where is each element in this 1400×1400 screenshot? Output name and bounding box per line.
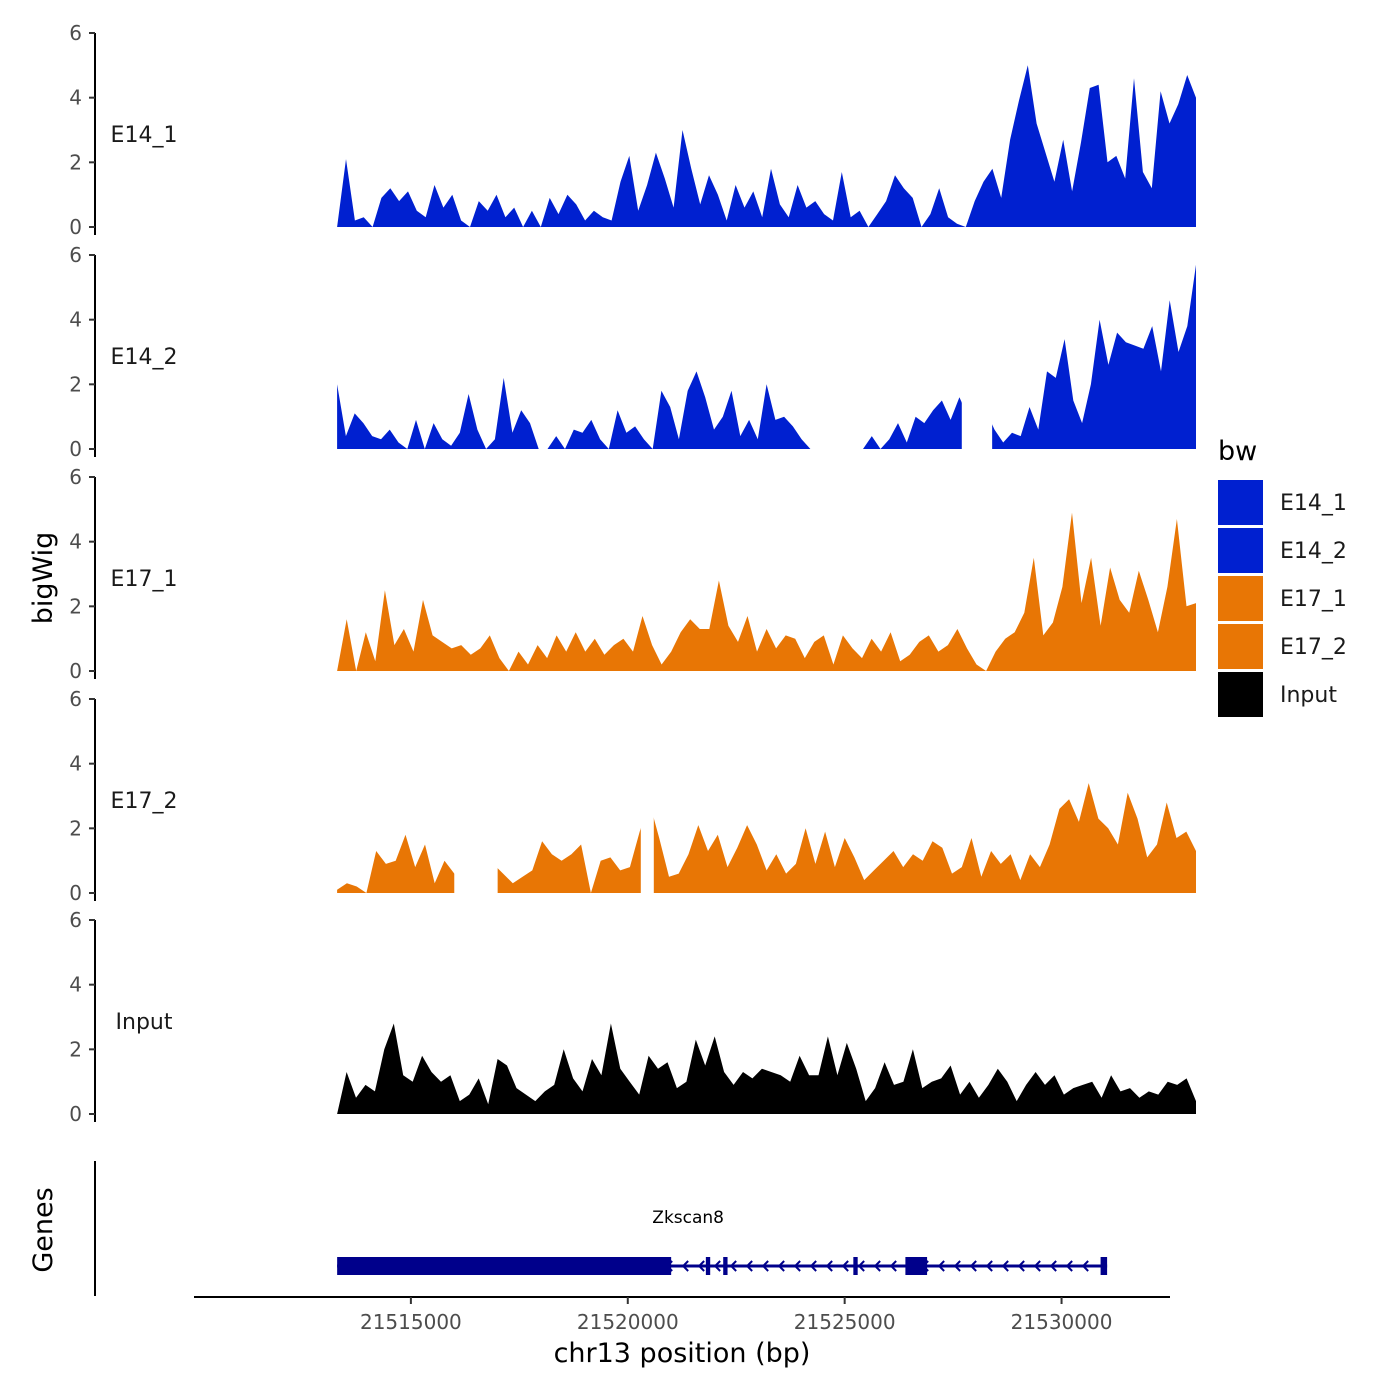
legend-swatch-input bbox=[1218, 672, 1263, 717]
y-tick-label: 6 bbox=[69, 687, 82, 711]
gene-track: Zkscan8 bbox=[337, 1208, 1108, 1275]
y-tick-label: 6 bbox=[69, 21, 82, 45]
x-ticks: 21515000 21520000 21525000 21530000 bbox=[360, 1297, 1112, 1334]
legend: bw E14_1 E14_2 E17_1 E17_2 Input bbox=[1218, 436, 1347, 717]
y-tick-label: 6 bbox=[69, 465, 82, 489]
x-axis-title: chr13 position (bp) bbox=[554, 1338, 811, 1369]
area-e17-2 bbox=[337, 783, 1197, 893]
strand-arrow bbox=[793, 1260, 801, 1272]
gene-exon bbox=[853, 1257, 858, 1275]
y-tick-label: 2 bbox=[69, 372, 82, 396]
y-tick-label: 0 bbox=[69, 215, 82, 239]
gene-name-label: Zkscan8 bbox=[652, 1208, 724, 1228]
area-e14-2 bbox=[337, 264, 1197, 449]
area-e14-1 bbox=[337, 65, 1197, 227]
strand-arrow bbox=[1017, 1260, 1025, 1272]
legend-swatch-e14-1 bbox=[1218, 480, 1263, 525]
legend-items: E14_1 E14_2 E17_1 E17_2 Input bbox=[1218, 480, 1347, 717]
strand-arrow bbox=[809, 1260, 817, 1272]
y-tick-label: 2 bbox=[69, 150, 82, 174]
legend-label-e17-2: E17_2 bbox=[1280, 635, 1347, 660]
strand-arrow bbox=[761, 1260, 769, 1272]
track-label-e14-2: E14_2 bbox=[111, 345, 178, 370]
strand-arrow bbox=[985, 1260, 993, 1272]
track-e17-1: 0 2 4 6 E17_1 bbox=[69, 465, 1197, 683]
track-label-e17-1: E17_1 bbox=[111, 567, 178, 592]
gene-exon bbox=[905, 1257, 928, 1275]
strand-arrow bbox=[777, 1260, 785, 1272]
y-tick-label: 6 bbox=[69, 908, 82, 932]
signal-gap bbox=[454, 699, 498, 894]
strand-arrow bbox=[1081, 1260, 1089, 1272]
x-tick-label: 21530000 bbox=[1011, 1310, 1113, 1334]
strand-arrow bbox=[953, 1260, 961, 1272]
gene-exon bbox=[723, 1257, 728, 1275]
legend-label-e14-1: E14_1 bbox=[1280, 491, 1347, 516]
y-tick-label: 6 bbox=[69, 243, 82, 267]
y-tick-label: 0 bbox=[69, 659, 82, 683]
strand-arrow bbox=[889, 1260, 897, 1272]
signal-gap bbox=[640, 699, 654, 894]
strand-arrow bbox=[1001, 1260, 1009, 1272]
strand-arrow bbox=[969, 1260, 977, 1272]
legend-label-e17-1: E17_1 bbox=[1280, 587, 1347, 612]
strand-arrow bbox=[873, 1260, 881, 1272]
track-e14-2: 0 2 4 6 E14_2 bbox=[69, 243, 1197, 461]
x-tick-label: 21515000 bbox=[360, 1310, 462, 1334]
strand-arrow bbox=[745, 1260, 753, 1272]
legend-swatch-e14-2 bbox=[1218, 528, 1263, 573]
strand-arrow bbox=[1049, 1260, 1057, 1272]
tracks: 0 2 4 6 E14_1 0 2 4 6 E14_2 0 2 4 6 E17_1 0 2 4 6 E17_2 0 2 4 6… bbox=[69, 21, 1197, 1126]
y-tick-label: 0 bbox=[69, 881, 82, 905]
track-label-e17-2: E17_2 bbox=[111, 789, 178, 814]
y-tick-label: 0 bbox=[69, 1102, 82, 1126]
y-tick-label: 0 bbox=[69, 437, 82, 461]
gene-exon bbox=[1100, 1257, 1108, 1275]
y-tick-label: 4 bbox=[69, 973, 82, 997]
strand-arrow bbox=[1033, 1260, 1041, 1272]
strand-arrow bbox=[697, 1260, 705, 1272]
strand-arrow bbox=[825, 1260, 833, 1272]
gene-exon bbox=[337, 1257, 672, 1275]
strand-arrow bbox=[713, 1260, 721, 1272]
x-axis: 21515000 21520000 21525000 21530000 chr13 p… bbox=[194, 1296, 1170, 1369]
area-e17-1 bbox=[337, 512, 1197, 671]
y-tick-label: 4 bbox=[69, 86, 82, 110]
y-tick-label: 2 bbox=[69, 594, 82, 618]
track-label-e14-1: E14_1 bbox=[111, 123, 178, 148]
x-tick-label: 21525000 bbox=[794, 1310, 896, 1334]
y-tick-label: 4 bbox=[69, 530, 82, 554]
legend-swatch-e17-1 bbox=[1218, 576, 1263, 621]
genes-axis-title: Genes bbox=[28, 1187, 59, 1272]
strand-arrow bbox=[681, 1260, 689, 1272]
track-input: 0 2 4 6 Input bbox=[69, 908, 1197, 1126]
legend-label-e14-2: E14_2 bbox=[1280, 539, 1347, 564]
track-e17-2: 0 2 4 6 E17_2 bbox=[69, 687, 1197, 905]
genes-panel: Genes Zkscan8 bbox=[28, 1161, 1108, 1296]
y-tick-label: 4 bbox=[69, 752, 82, 776]
y-tick-label: 4 bbox=[69, 308, 82, 332]
area-input bbox=[337, 1023, 1197, 1114]
strand-arrow bbox=[937, 1260, 945, 1272]
legend-label-input: Input bbox=[1280, 683, 1337, 708]
strand-arrow bbox=[841, 1260, 849, 1272]
gene-exon bbox=[705, 1257, 711, 1275]
legend-title: bw bbox=[1218, 436, 1257, 467]
strand-arrow bbox=[857, 1260, 865, 1272]
strand-arrow bbox=[1065, 1260, 1073, 1272]
track-e14-1: 0 2 4 6 E14_1 bbox=[69, 21, 1197, 239]
legend-swatch-e17-2 bbox=[1218, 624, 1263, 669]
strand-arrow bbox=[729, 1260, 737, 1272]
y-tick-label: 2 bbox=[69, 1037, 82, 1061]
x-tick-label: 21520000 bbox=[577, 1310, 679, 1334]
y-tick-label: 2 bbox=[69, 816, 82, 840]
signal-gap bbox=[961, 255, 993, 450]
track-label-input: Input bbox=[116, 1010, 173, 1035]
y-axis-title: bigWig bbox=[28, 532, 59, 625]
